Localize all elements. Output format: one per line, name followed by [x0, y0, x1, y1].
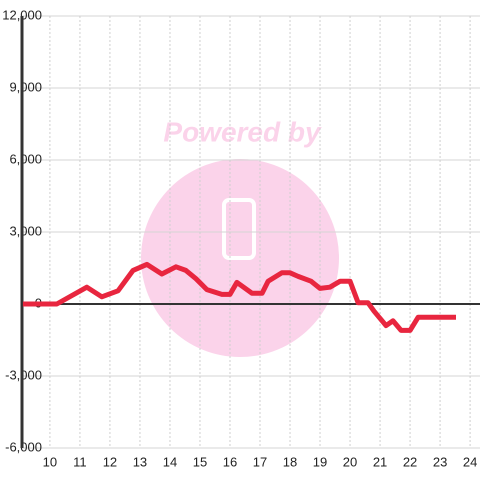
x-tick-label: 23 — [433, 454, 447, 469]
x-tick-label: 24 — [463, 454, 477, 469]
y-tick-label: -3,000 — [5, 367, 42, 382]
x-tick-label: 10 — [43, 454, 57, 469]
x-tick-label: 12 — [103, 454, 117, 469]
x-tick-label: 22 — [403, 454, 417, 469]
x-tick-label: 21 — [373, 454, 387, 469]
x-tick-label: 13 — [133, 454, 147, 469]
y-tick-label: -6,000 — [5, 439, 42, 454]
watermark-icon — [222, 198, 256, 260]
x-tick-label: 20 — [343, 454, 357, 469]
y-tick-label: 12,000 — [2, 7, 42, 22]
x-tick-label: 11 — [73, 454, 87, 469]
x-tick-label: 16 — [223, 454, 237, 469]
x-tick-label: 15 — [193, 454, 207, 469]
x-tick-label: 18 — [283, 454, 297, 469]
y-tick-label: 9,000 — [9, 79, 42, 94]
y-tick-label: 6,000 — [9, 151, 42, 166]
watermark: Powered by — [163, 116, 322, 147]
x-tick-label: 19 — [313, 454, 327, 469]
x-tick-label: 14 — [163, 454, 177, 469]
y-tick-label: 3,000 — [9, 223, 42, 238]
line — [22, 261, 456, 333]
x-tick-label: 17 — [253, 454, 267, 469]
